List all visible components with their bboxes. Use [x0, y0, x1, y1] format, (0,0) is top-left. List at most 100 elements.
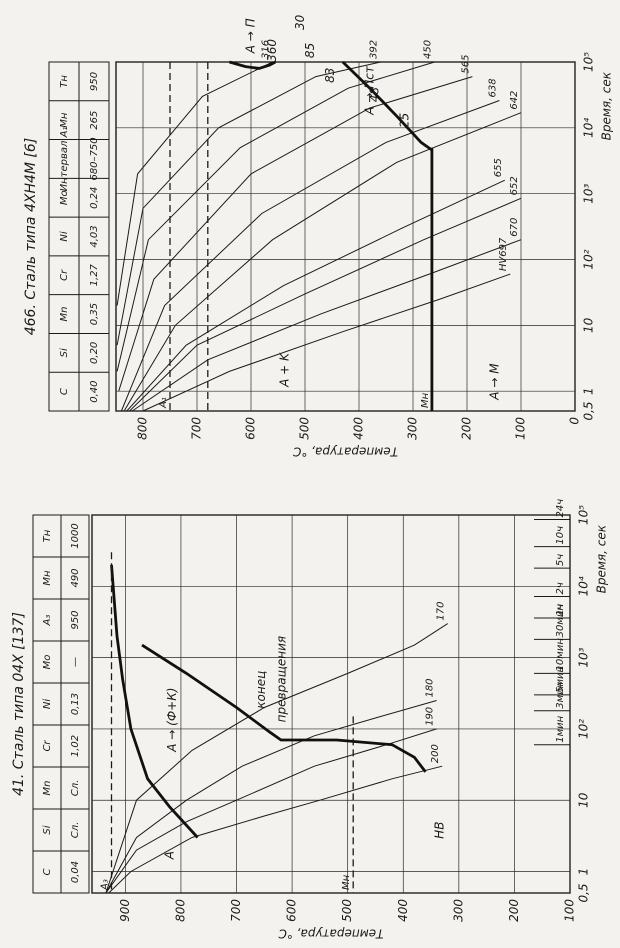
curve-label: HV697 [498, 237, 509, 271]
chart-title: 466. Сталь типа 4ХН4М [6] [23, 138, 39, 336]
plot-frame [91, 514, 571, 894]
x-tick-label: 0,5 [582, 401, 596, 420]
chart: 41. Сталь типа 04Х [137] C 0,04 Si Сл. Mn Сл. C… [11, 499, 609, 941]
table-header: Tн [59, 75, 70, 88]
table-cell: 0,04 [70, 861, 81, 883]
annotation: 83 [323, 68, 337, 83]
annotation: A → M [488, 363, 502, 401]
x-tick-label: 1 [577, 868, 591, 876]
x-tick-label: 1 [582, 387, 596, 395]
curve [118, 76, 473, 392]
curve [142, 273, 511, 412]
curve [116, 61, 435, 372]
table-cell: 1,27 [89, 264, 100, 287]
table-header: Ni [59, 231, 70, 241]
table-header: Si [59, 348, 70, 357]
curve [108, 765, 443, 894]
y-axis-label: Температура, °C [292, 445, 398, 459]
table-cell: Сл. [70, 780, 81, 797]
table-cell: 490 [70, 568, 81, 587]
time-mark-label: 1мин [555, 715, 566, 742]
plot-frame [115, 61, 576, 412]
time-mark-label: 5мин [555, 665, 566, 692]
curve-label: 655 [493, 158, 504, 177]
y-tick-label: 300 [451, 899, 465, 922]
curve-label: 638 [487, 78, 498, 97]
table-cell: — [70, 657, 81, 667]
annotation: 85 [303, 43, 317, 58]
curve [131, 239, 522, 412]
y-tick-label: 700 [229, 899, 243, 922]
annotation: конец [254, 671, 268, 709]
annotation: A → (Ф+К) [165, 688, 179, 753]
time-mark-label: 10мин [555, 638, 566, 672]
y-tick-label: 800 [173, 899, 187, 922]
table-cell: 0,40 [89, 380, 100, 402]
x-tick-label: 10⁴ [582, 118, 596, 138]
x-tick-label: 10⁵ [577, 505, 591, 525]
table-cell: 265 [89, 111, 100, 130]
y-tick-label: 0 [568, 417, 582, 425]
y-tick-label: 100 [514, 417, 528, 440]
curve [341, 60, 433, 152]
x-tick-label: 10 [582, 317, 596, 333]
y-tick-label: 300 [406, 417, 420, 440]
curve-label: Mн [420, 392, 431, 408]
table-header: Si [42, 825, 53, 834]
curve [229, 60, 276, 70]
time-mark-label: 1ч [555, 604, 566, 616]
curve-label: A₁ [158, 397, 169, 409]
curve [105, 700, 437, 894]
curve [110, 564, 199, 839]
table-header: C [59, 388, 70, 395]
curve [141, 643, 427, 773]
table-header: Mн [42, 570, 53, 586]
annotation: A → П [244, 18, 258, 54]
curve [126, 179, 506, 412]
y-tick-label: 600 [285, 899, 299, 922]
table-cell: 950 [89, 72, 100, 91]
time-mark-label: 30мин [555, 604, 566, 638]
time-mark-label: 2ч [555, 582, 566, 594]
curve-label: A₃ [99, 879, 110, 891]
y-tick-label: 500 [298, 417, 312, 440]
curve-label: 652 [509, 176, 520, 195]
table-cell: 0,24 [89, 187, 100, 209]
annotation: A → Пст [362, 65, 376, 116]
table-header: Cr [59, 269, 70, 281]
time-mark-label: 10ч [555, 526, 566, 545]
x-tick-label: 10³ [582, 183, 596, 203]
y-tick-label: 100 [563, 899, 577, 922]
annotation: 25 [397, 113, 411, 128]
annotation: HB [432, 822, 446, 839]
chart: 466. Сталь типа 4ХН4М [6] C 0,40 Si 0,20 Mn 0,… [23, 14, 614, 458]
table-header: Mo [42, 655, 53, 670]
x-tick-label: 10⁵ [582, 52, 596, 72]
curve [129, 197, 522, 412]
y-tick-label: 600 [244, 417, 258, 440]
y-axis-label: Температура, °C [278, 927, 384, 941]
x-axis-label: Время, сек [600, 71, 614, 140]
curve-label: 180 [425, 678, 436, 697]
table-header: Tн [42, 529, 53, 542]
table-cell: 950 [70, 610, 81, 629]
annotation: 360 [265, 39, 279, 62]
table-header: Mn [59, 307, 70, 322]
x-tick-label: 10² [577, 719, 591, 739]
curve-label: 200 [430, 744, 441, 763]
table-header: Mo [59, 190, 70, 205]
curve-label: 642 [509, 91, 520, 110]
y-tick-label: 200 [507, 899, 521, 922]
x-tick-label: 0,5 [577, 883, 591, 902]
curve [120, 100, 500, 412]
table-cell: 4,03 [89, 225, 100, 247]
curve [116, 61, 273, 306]
table-header: Mн [59, 112, 70, 128]
curve-label: 392 [369, 40, 380, 59]
annotation: 30 [293, 14, 307, 30]
curve-label: 450 [423, 40, 434, 59]
x-tick-label: 10³ [577, 647, 591, 667]
table-header: A₃ [42, 615, 53, 627]
y-tick-label: 900 [118, 899, 132, 922]
y-tick-label: 500 [340, 899, 354, 922]
